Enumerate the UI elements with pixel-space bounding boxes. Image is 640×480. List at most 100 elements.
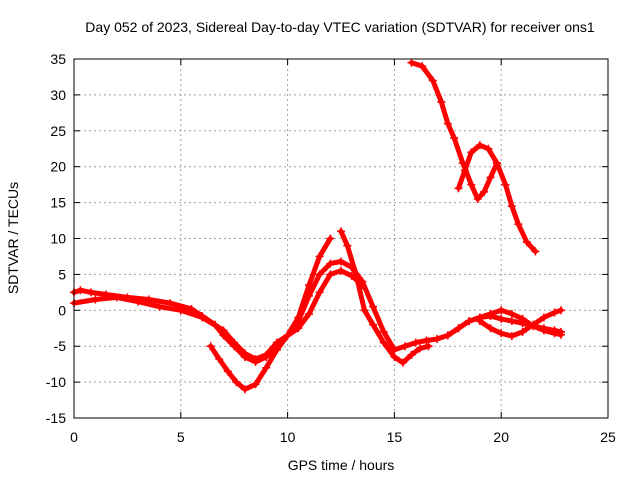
- data-point: [518, 314, 527, 323]
- data-point: [507, 317, 516, 326]
- data-point: [337, 266, 345, 275]
- series-track-4: [337, 227, 433, 367]
- data-point: [360, 306, 369, 315]
- x-tick-label: 15: [387, 429, 403, 445]
- x-tick-label: 10: [280, 429, 296, 445]
- data-point: [304, 281, 313, 290]
- data-point: [176, 306, 185, 315]
- data-point: [390, 352, 399, 361]
- data-point: [251, 380, 260, 389]
- y-tick-label: -10: [46, 374, 66, 390]
- data-point: [454, 184, 463, 193]
- data-point: [411, 338, 420, 347]
- data-point: [223, 367, 232, 376]
- series-track-8: [475, 306, 566, 341]
- data-point: [443, 119, 452, 128]
- y-axis-ticks: -15 -10 -5 0 5 10 15 20 25 30 35: [46, 51, 608, 426]
- data-point: [539, 313, 548, 322]
- data-point: [369, 302, 378, 311]
- data-point: [522, 238, 531, 247]
- data-point: [475, 141, 484, 150]
- data-point: [460, 166, 469, 175]
- data-point: [550, 308, 559, 317]
- data-point: [294, 324, 303, 333]
- data-point: [454, 324, 463, 333]
- y-axis-label: SDTVAR / TECUs: [5, 182, 21, 294]
- chart-title: Day 052 of 2023, Sidereal Day-to-day VTE…: [85, 19, 595, 35]
- series-track-3: [206, 234, 335, 394]
- data-point: [486, 324, 495, 333]
- data-point: [337, 257, 345, 266]
- data-point: [492, 159, 501, 168]
- data-point: [424, 342, 433, 351]
- data-point: [507, 202, 516, 211]
- data-point: [428, 76, 437, 85]
- data-point: [557, 330, 566, 339]
- data-point: [484, 144, 493, 153]
- data-point: [251, 355, 260, 364]
- data-point: [379, 327, 388, 336]
- y-tick-label: 10: [50, 231, 66, 247]
- data-point: [91, 295, 100, 304]
- data-point: [465, 317, 474, 326]
- data-point: [473, 195, 482, 204]
- data-point: [467, 180, 476, 189]
- series-trace: [409, 60, 500, 202]
- y-tick-label: 5: [58, 266, 66, 282]
- x-tick-label: 0: [70, 429, 78, 445]
- data-point: [497, 306, 506, 315]
- data-point: [343, 241, 352, 250]
- data-point: [486, 173, 495, 182]
- data-point: [337, 227, 345, 236]
- data-point: [407, 350, 416, 359]
- y-tick-label: -15: [46, 410, 66, 426]
- x-axis-ticks: 0 5 10 15 20 25: [70, 59, 616, 445]
- y-tick-label: 30: [50, 87, 66, 103]
- data-point: [550, 329, 559, 338]
- data-point: [315, 288, 324, 297]
- x-tick-label: 5: [177, 429, 185, 445]
- data-point: [315, 252, 324, 261]
- x-tick-label: 20: [493, 429, 509, 445]
- grid-layer: [74, 59, 608, 418]
- data-point: [514, 220, 523, 229]
- data-point: [304, 309, 313, 318]
- data-point: [155, 302, 164, 311]
- data-point: [240, 349, 249, 358]
- data-point: [433, 335, 442, 344]
- data-point: [230, 338, 239, 347]
- series-track-5: [407, 58, 501, 204]
- data-point: [272, 345, 281, 354]
- x-axis-label: GPS time / hours: [288, 457, 395, 473]
- data-point: [262, 363, 271, 372]
- data-point: [467, 148, 476, 157]
- x-tick-label: 25: [600, 429, 616, 445]
- data-point: [219, 326, 228, 335]
- data-point: [326, 234, 335, 243]
- data-point: [557, 306, 566, 315]
- data-point: [262, 350, 271, 359]
- data-point: [501, 180, 510, 189]
- data-point: [507, 332, 516, 341]
- data-point: [422, 336, 431, 345]
- y-tick-label: 15: [50, 195, 66, 211]
- data-point: [407, 58, 416, 67]
- data-point: [416, 344, 425, 353]
- data-point: [507, 309, 516, 318]
- data-point: [497, 329, 506, 338]
- y-tick-label: -5: [54, 338, 67, 354]
- data-point: [240, 385, 249, 394]
- data-point: [294, 313, 303, 322]
- data-point: [480, 187, 489, 196]
- series-track-2: [70, 266, 367, 364]
- data-point: [401, 342, 410, 351]
- data-point: [518, 327, 527, 336]
- data-point: [215, 355, 224, 364]
- data-point: [531, 247, 540, 256]
- data-point: [76, 286, 85, 295]
- data-point: [326, 270, 335, 279]
- series-track-6: [454, 141, 540, 256]
- data-point: [283, 331, 292, 340]
- data-point: [87, 288, 96, 297]
- data-point: [232, 378, 241, 387]
